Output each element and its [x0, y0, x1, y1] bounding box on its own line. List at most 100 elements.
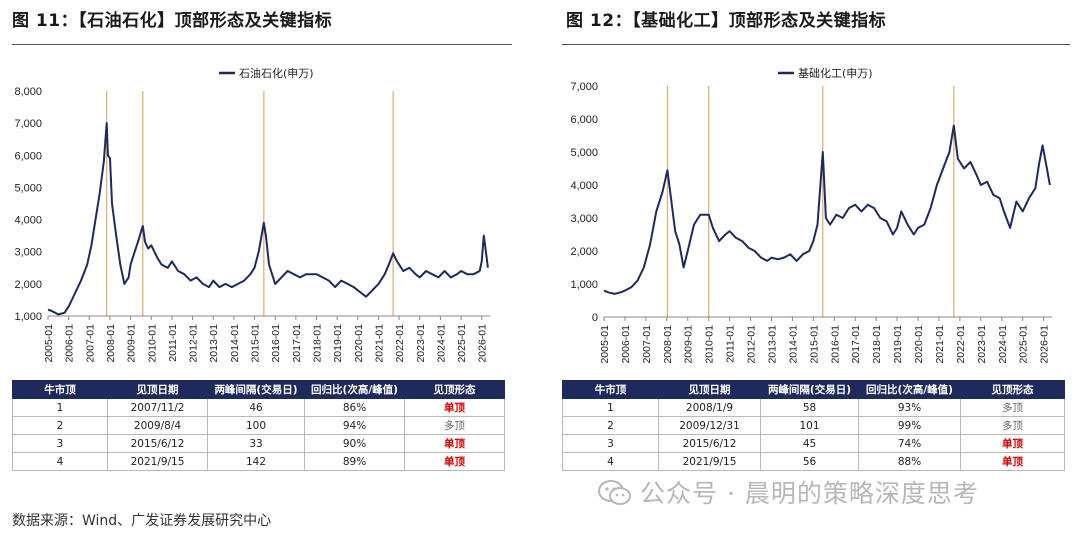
y-tick-label: 0 [592, 312, 598, 324]
table-cell: 2021/9/15 [107, 452, 208, 471]
table-cell: 4 [562, 452, 659, 471]
table-cell: 142 [207, 452, 305, 471]
x-tick-label: 2020-01 [353, 324, 365, 363]
x-tick-label: 2005-01 [599, 325, 611, 364]
table-header-cell: 见顶日期 [107, 380, 208, 399]
table-cell: 单顶 [960, 434, 1065, 453]
table-cell: 多顶 [960, 398, 1065, 417]
table-row: 1 2008/1/9 58 93% 多顶 [562, 398, 1065, 417]
table-row: 4 2021/9/15 142 89% 单顶 [12, 452, 505, 471]
x-tick-label: 2013-01 [208, 324, 220, 363]
table-cell: 单顶 [404, 434, 505, 453]
x-tick-label: 2017-01 [850, 325, 862, 364]
watermark: 公众号 · 晨明的策略深度思考 [598, 474, 979, 510]
table-cell: 86% [304, 398, 405, 417]
x-tick-label: 2023-01 [415, 324, 427, 363]
table-header-cell: 回归比(次高/峰值) [304, 380, 405, 399]
y-tick-label: 1,000 [14, 311, 42, 323]
x-tick-label: 2009-01 [683, 325, 695, 364]
y-tick-label: 4,000 [570, 180, 598, 192]
table-cell: 33 [207, 434, 305, 453]
table-cell: 2009/12/31 [658, 416, 761, 435]
x-tick-label: 2024-01 [435, 324, 447, 363]
x-tick-label: 2008-01 [105, 324, 117, 363]
table-cell: 2008/1/9 [658, 398, 761, 417]
x-tick-label: 2011-01 [167, 324, 179, 362]
x-tick-label: 2018-01 [312, 324, 324, 363]
table-cell: 2015/6/12 [107, 434, 208, 453]
x-tick-label: 2010-01 [704, 325, 716, 364]
table-cell: 4 [12, 452, 108, 471]
source-note: 数据来源：Wind、广发证券发展研究中心 [12, 513, 272, 529]
table-cell: 2 [12, 416, 108, 435]
table-cell: 89% [304, 452, 405, 471]
table-cell: 2015/6/12 [658, 434, 761, 453]
y-tick-label: 5,000 [570, 147, 598, 159]
x-tick-label: 2015-01 [250, 324, 262, 363]
x-tick-label: 2025-01 [1018, 325, 1030, 364]
y-tick-label: 2,000 [14, 279, 42, 291]
table-cell: 多顶 [960, 416, 1065, 435]
table-header-row: 牛市顶 见顶日期 两峰间隔(交易日) 回归比(次高/峰值) 见顶形态 [12, 380, 505, 399]
x-tick-label: 2007-01 [84, 324, 96, 363]
x-tick-label: 2024-01 [997, 325, 1009, 364]
legend-label: 石油石化(申万) [239, 66, 314, 80]
table-cell: 45 [760, 434, 859, 453]
table-cell: 单顶 [960, 452, 1065, 471]
x-tick-label: 2006-01 [64, 324, 76, 363]
table-petrochemical: 牛市顶 见顶日期 两峰间隔(交易日) 回归比(次高/峰值) 见顶形态 1 2007/11/… [12, 380, 505, 471]
legend-label: 基础化工(申万) [798, 66, 873, 80]
y-tick-label: 4,000 [14, 215, 42, 227]
y-tick-label: 1,000 [570, 279, 598, 291]
x-tick-label: 2005-01 [43, 324, 55, 363]
figure-12-rule [562, 44, 1070, 45]
table-cell: 单顶 [404, 398, 505, 417]
table-cell: 56 [760, 452, 859, 471]
watermark-text: 公众号 · 晨明的策略深度思考 [640, 479, 979, 508]
x-tick-label: 2015-01 [808, 325, 820, 364]
table-header-row: 牛市顶 见顶日期 两峰间隔(交易日) 回归比(次高/峰值) 见顶形态 [562, 380, 1065, 399]
table-cell: 46 [207, 398, 305, 417]
y-tick-label: 2,000 [570, 246, 598, 258]
chart-basic-chemical: 0 1,000 2,000 3,000 4,000 5,000 6,000 7,000 2005… [570, 66, 1052, 364]
x-tick-label: 2011-01 [725, 325, 737, 363]
table-header-cell: 见顶日期 [658, 380, 761, 399]
series-line [603, 124, 1051, 295]
x-tick-label: 2014-01 [787, 325, 799, 364]
table-cell: 99% [858, 416, 961, 435]
chart-petrochemical: 1,000 2,000 3,000 4,000 5,000 6,000 7,000 8,000… [14, 66, 490, 363]
x-tick-label: 2021-01 [934, 325, 946, 364]
figure-11-title: 图 11：【石油石化】顶部形态及关键指标 [12, 11, 333, 31]
table-header-cell: 回归比(次高/峰值) [858, 380, 961, 399]
x-tick-label: 2018-01 [871, 325, 883, 364]
figure-12-title: 图 12：【基础化工】顶部形态及关键指标 [566, 11, 887, 31]
x-tick-label: 2019-01 [332, 324, 344, 363]
x-tick-label: 2007-01 [641, 325, 653, 364]
table-header-cell: 见顶形态 [960, 380, 1065, 399]
table-row: 1 2007/11/2 46 86% 单顶 [12, 398, 505, 417]
table-cell: 100 [207, 416, 305, 435]
table-header-cell: 牛市顶 [12, 380, 108, 399]
wechat-icon [598, 480, 631, 505]
x-tick-label: 2022-01 [955, 325, 967, 364]
table-cell: 74% [858, 434, 961, 453]
table-cell: 2021/9/15 [658, 452, 761, 471]
x-tick-label: 2014-01 [229, 324, 241, 363]
x-tick-label: 2020-01 [913, 325, 925, 364]
x-tick-label: 2008-01 [662, 325, 674, 364]
x-tick-label: 2026-01 [477, 324, 489, 363]
y-tick-label: 5,000 [14, 182, 42, 194]
x-tick-label: 2016-01 [829, 325, 841, 364]
table-cell: 101 [760, 416, 859, 435]
y-tick-label: 7,000 [570, 81, 598, 93]
table-cell: 2007/11/2 [107, 398, 208, 417]
table-cell: 90% [304, 434, 405, 453]
x-tick-label: 2022-01 [394, 324, 406, 363]
table-row: 3 2015/6/12 45 74% 单顶 [562, 434, 1065, 453]
table-row: 4 2021/9/15 56 88% 单顶 [562, 452, 1065, 471]
table-cell: 2 [562, 416, 659, 435]
x-tick-label: 2021-01 [373, 324, 385, 363]
x-tick-label: 2010-01 [146, 324, 158, 363]
x-tick-label: 2012-01 [746, 325, 758, 364]
table-cell: 1 [562, 398, 659, 417]
